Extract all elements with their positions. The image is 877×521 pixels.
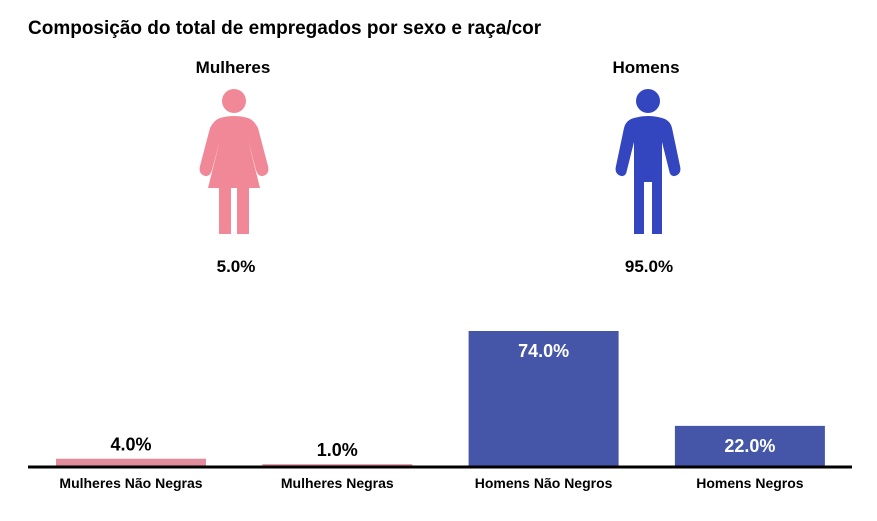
women-percent: 5.0% [216,257,256,276]
category-label: Homens Negros [696,475,804,491]
woman-icon [199,89,269,234]
chart-title: Composição do total de empregados por se… [28,18,542,39]
bar [468,331,619,466]
men-percent: 95.0% [624,257,674,276]
bar [56,458,206,466]
bar-value-label: 4.0% [110,435,151,455]
bar-value-label: 74.0% [518,341,569,361]
man-icon [615,89,681,234]
category-label: Homens Não Negros [475,475,613,491]
bar [674,425,825,466]
women-label: Mulheres [195,58,271,77]
bar-value-label: 1.0% [317,440,358,460]
bar [262,464,413,466]
category-label: Mulheres Negras [281,475,394,491]
category-label: Mulheres Não Negras [59,475,202,491]
bar-value-label: 22.0% [724,436,775,456]
men-label: Homens [612,58,680,77]
